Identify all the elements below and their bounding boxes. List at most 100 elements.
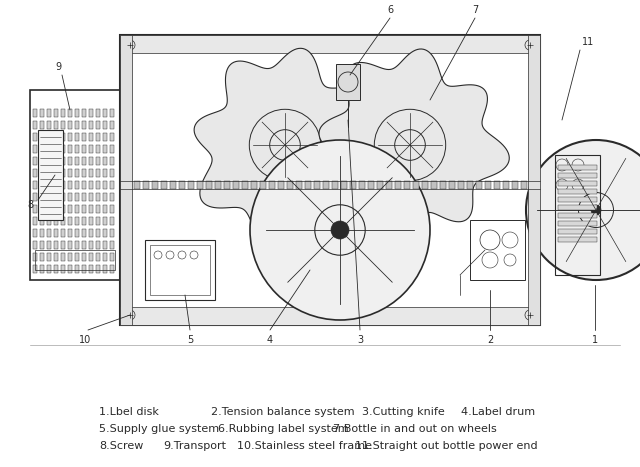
Bar bbox=[377, 181, 383, 189]
Bar bbox=[521, 181, 527, 189]
Bar bbox=[89, 217, 93, 225]
Bar bbox=[103, 265, 107, 273]
Bar bbox=[103, 157, 107, 165]
Text: 4: 4 bbox=[267, 335, 273, 345]
Bar bbox=[33, 253, 37, 261]
Bar bbox=[215, 181, 221, 189]
Bar bbox=[206, 181, 212, 189]
Bar bbox=[287, 181, 293, 189]
Bar bbox=[431, 181, 437, 189]
Bar bbox=[47, 145, 51, 153]
Bar bbox=[103, 109, 107, 117]
Text: 4.Label drum: 4.Label drum bbox=[461, 407, 535, 417]
Bar bbox=[40, 217, 44, 225]
Bar bbox=[40, 241, 44, 249]
Bar bbox=[224, 181, 230, 189]
Text: 9: 9 bbox=[55, 62, 61, 72]
Bar bbox=[103, 241, 107, 249]
Bar bbox=[75, 133, 79, 141]
Bar bbox=[40, 205, 44, 213]
Bar bbox=[269, 181, 275, 189]
Bar bbox=[103, 217, 107, 225]
Bar bbox=[134, 181, 140, 189]
Bar bbox=[96, 217, 100, 225]
Bar bbox=[336, 64, 360, 100]
Bar bbox=[61, 157, 65, 165]
Bar bbox=[120, 35, 540, 53]
Bar bbox=[75, 145, 79, 153]
Bar bbox=[503, 181, 509, 189]
Text: 8.Screw: 8.Screw bbox=[99, 440, 143, 451]
Bar bbox=[75, 121, 79, 129]
Bar bbox=[33, 169, 37, 177]
Bar bbox=[368, 181, 374, 189]
Bar bbox=[61, 193, 65, 201]
Text: 5.Supply glue system: 5.Supply glue system bbox=[99, 424, 220, 434]
Bar bbox=[404, 181, 410, 189]
Bar bbox=[75, 265, 79, 273]
Bar bbox=[530, 181, 536, 189]
Bar bbox=[68, 169, 72, 177]
Bar bbox=[197, 181, 203, 189]
Bar bbox=[96, 229, 100, 237]
Bar bbox=[47, 109, 51, 117]
Bar bbox=[110, 265, 114, 273]
Bar bbox=[89, 253, 93, 261]
Bar bbox=[68, 217, 72, 225]
Bar bbox=[103, 169, 107, 177]
Bar bbox=[103, 229, 107, 237]
Polygon shape bbox=[319, 49, 509, 240]
Bar bbox=[68, 145, 72, 153]
Bar bbox=[110, 145, 114, 153]
Bar bbox=[89, 181, 93, 189]
Bar bbox=[96, 181, 100, 189]
Bar bbox=[278, 181, 284, 189]
Text: 11.Straight out bottle power end: 11.Straight out bottle power end bbox=[355, 440, 538, 451]
Bar bbox=[494, 181, 500, 189]
Bar bbox=[61, 217, 65, 225]
Bar bbox=[68, 265, 72, 273]
Bar bbox=[47, 157, 51, 165]
Bar bbox=[110, 241, 114, 249]
Bar bbox=[33, 181, 37, 189]
Bar bbox=[47, 253, 51, 261]
Bar bbox=[75, 205, 79, 213]
Bar bbox=[82, 145, 86, 153]
Bar bbox=[47, 241, 51, 249]
Bar bbox=[110, 217, 114, 225]
Text: 8: 8 bbox=[27, 200, 33, 210]
Bar bbox=[548, 175, 553, 197]
Text: 2: 2 bbox=[487, 335, 493, 345]
Bar bbox=[89, 145, 93, 153]
Bar bbox=[54, 205, 58, 213]
Bar bbox=[47, 265, 51, 273]
Bar bbox=[47, 217, 51, 225]
Bar bbox=[110, 229, 114, 237]
Bar bbox=[54, 157, 58, 165]
Bar bbox=[467, 181, 473, 189]
Bar bbox=[96, 193, 100, 201]
Bar bbox=[47, 205, 51, 213]
Bar bbox=[82, 217, 86, 225]
Bar bbox=[323, 181, 329, 189]
Bar bbox=[359, 181, 365, 189]
Bar bbox=[350, 181, 356, 189]
Bar bbox=[558, 205, 597, 210]
Bar bbox=[54, 169, 58, 177]
Bar bbox=[458, 181, 464, 189]
Bar bbox=[110, 181, 114, 189]
Bar bbox=[558, 197, 597, 202]
Bar bbox=[96, 253, 100, 261]
Bar bbox=[558, 221, 597, 226]
Bar bbox=[75, 229, 79, 237]
Bar bbox=[33, 229, 37, 237]
Bar bbox=[54, 133, 58, 141]
Bar bbox=[110, 133, 114, 141]
Text: 6.Rubbing label system: 6.Rubbing label system bbox=[218, 424, 348, 434]
Bar bbox=[61, 241, 65, 249]
Bar bbox=[33, 205, 37, 213]
Bar bbox=[120, 35, 540, 325]
Bar bbox=[68, 133, 72, 141]
Bar bbox=[558, 229, 597, 234]
Bar bbox=[82, 121, 86, 129]
